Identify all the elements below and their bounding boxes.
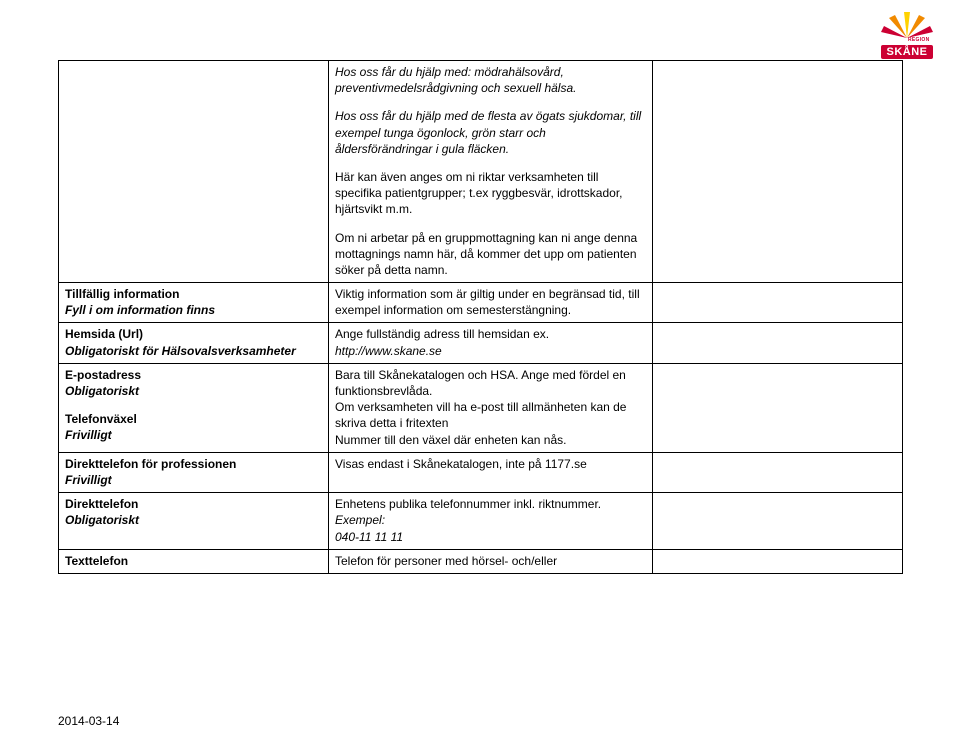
table-row: Tillfällig information Fyll i om informa… [59, 283, 903, 323]
cell-mid: Hos oss får du hjälp med: mödrahälsovård… [329, 61, 653, 283]
cell-mid: Bara till Skånekatalogen och HSA. Ange m… [329, 363, 653, 452]
cell-left: E-postadress Obligatoriskt Telefonväxel … [59, 363, 329, 452]
table-row: Hos oss får du hjälp med: mödrahälsovård… [59, 61, 903, 283]
cell-left: Direkttelefon för professionen Frivillig… [59, 452, 329, 492]
cell-right [653, 452, 903, 492]
cell-left: Direkttelefon Obligatoriskt [59, 493, 329, 550]
table-row: E-postadress Obligatoriskt Telefonväxel … [59, 363, 903, 452]
cell-right [653, 363, 903, 452]
cell-left: Hemsida (Url) Obligatoriskt för Hälsoval… [59, 323, 329, 363]
cell-right [653, 283, 903, 323]
cell-mid: Ange fullständig adress till hemsidan ex… [329, 323, 653, 363]
cell-left: Tillfällig information Fyll i om informa… [59, 283, 329, 323]
cell-mid: Visas endast i Skånekatalogen, inte på 1… [329, 452, 653, 492]
cell-right [653, 323, 903, 363]
table-row: Direkttelefon för professionen Frivillig… [59, 452, 903, 492]
region-skane-logo: REGION SKÅNE [880, 8, 934, 59]
content-table: Hos oss får du hjälp med: mödrahälsovård… [58, 60, 902, 574]
footer-date: 2014-03-14 [58, 714, 119, 728]
cell-mid: Viktig information som är giltig under e… [329, 283, 653, 323]
logo-region-label: REGION [908, 37, 930, 43]
table-row: Direkttelefon Obligatoriskt Enhetens pub… [59, 493, 903, 550]
cell-left: Texttelefon [59, 549, 329, 573]
table-row: Hemsida (Url) Obligatoriskt för Hälsoval… [59, 323, 903, 363]
cell-mid: Telefon för personer med hörsel- och/ell… [329, 549, 653, 573]
cell-left [59, 61, 329, 283]
cell-right [653, 493, 903, 550]
cell-right [653, 61, 903, 283]
cell-mid: Enhetens publika telefonnummer inkl. rik… [329, 493, 653, 550]
table-row: Texttelefon Telefon för personer med hör… [59, 549, 903, 573]
logo-brand-text: SKÅNE [881, 45, 932, 59]
cell-right [653, 549, 903, 573]
